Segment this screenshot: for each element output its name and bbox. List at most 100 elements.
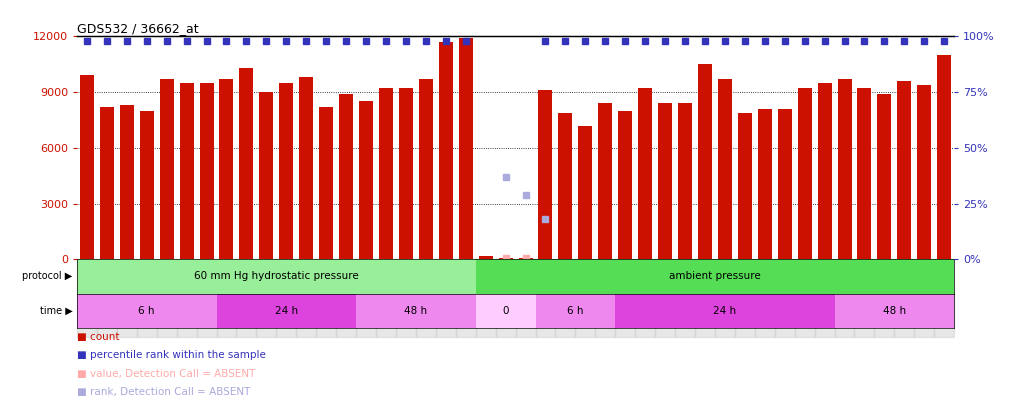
Text: ambient pressure: ambient pressure bbox=[669, 271, 761, 281]
Text: 6 h: 6 h bbox=[567, 306, 584, 316]
Bar bbox=[279, 83, 293, 259]
Text: ■ value, Detection Call = ABSENT: ■ value, Detection Call = ABSENT bbox=[77, 369, 255, 379]
Bar bbox=[695, 259, 715, 337]
Bar bbox=[837, 79, 852, 259]
Text: 24 h: 24 h bbox=[275, 306, 298, 316]
Text: ■ count: ■ count bbox=[77, 332, 119, 342]
Text: 6 h: 6 h bbox=[139, 306, 155, 316]
Bar bbox=[180, 83, 194, 259]
Bar bbox=[376, 259, 396, 337]
Bar bbox=[160, 79, 173, 259]
Bar bbox=[456, 259, 476, 337]
Bar bbox=[518, 258, 532, 259]
Text: 24 h: 24 h bbox=[713, 306, 737, 316]
Bar bbox=[200, 83, 213, 259]
Bar bbox=[834, 294, 954, 328]
Bar bbox=[256, 259, 276, 337]
Bar bbox=[276, 259, 297, 337]
Bar bbox=[479, 256, 492, 259]
Bar bbox=[297, 259, 316, 337]
Bar bbox=[356, 294, 476, 328]
Bar bbox=[698, 64, 712, 259]
Text: protocol ▶: protocol ▶ bbox=[23, 271, 73, 281]
Bar bbox=[77, 259, 476, 294]
Bar bbox=[895, 259, 914, 337]
Bar bbox=[176, 259, 197, 337]
Bar bbox=[300, 77, 313, 259]
Bar bbox=[239, 68, 253, 259]
Bar bbox=[337, 259, 356, 337]
Bar bbox=[738, 113, 752, 259]
Text: time ▶: time ▶ bbox=[40, 306, 73, 316]
Text: ■ rank, Detection Call = ABSENT: ■ rank, Detection Call = ABSENT bbox=[77, 387, 250, 397]
Bar bbox=[436, 259, 456, 337]
Bar bbox=[340, 94, 353, 259]
Bar bbox=[797, 88, 812, 259]
Bar bbox=[935, 259, 954, 337]
Bar bbox=[758, 109, 772, 259]
Text: GDS532 / 36662_at: GDS532 / 36662_at bbox=[77, 22, 199, 35]
Bar bbox=[236, 259, 256, 337]
Bar bbox=[216, 259, 236, 337]
Bar bbox=[775, 259, 795, 337]
Bar bbox=[834, 259, 855, 337]
Bar bbox=[638, 88, 653, 259]
Bar bbox=[157, 259, 176, 337]
Bar bbox=[77, 294, 216, 328]
Bar bbox=[399, 88, 412, 259]
Bar bbox=[379, 88, 393, 259]
Bar bbox=[316, 259, 337, 337]
Bar bbox=[718, 79, 732, 259]
Bar bbox=[439, 42, 452, 259]
Bar bbox=[818, 83, 831, 259]
Bar bbox=[595, 259, 616, 337]
Bar bbox=[675, 259, 695, 337]
Bar bbox=[419, 79, 433, 259]
Text: 0: 0 bbox=[503, 306, 509, 316]
Text: 60 mm Hg hydrostatic pressure: 60 mm Hg hydrostatic pressure bbox=[194, 271, 359, 281]
Bar bbox=[536, 259, 555, 337]
Bar bbox=[658, 103, 672, 259]
Bar bbox=[619, 111, 632, 259]
Bar bbox=[476, 259, 954, 294]
Bar bbox=[558, 113, 573, 259]
Bar bbox=[795, 259, 815, 337]
Bar bbox=[735, 259, 755, 337]
Bar bbox=[396, 259, 416, 337]
Bar bbox=[635, 259, 656, 337]
Bar bbox=[140, 111, 154, 259]
Bar bbox=[216, 294, 356, 328]
Text: 48 h: 48 h bbox=[882, 306, 906, 316]
Bar bbox=[656, 259, 675, 337]
Bar bbox=[855, 259, 874, 337]
Bar bbox=[898, 81, 911, 259]
Bar bbox=[877, 94, 892, 259]
Bar bbox=[476, 294, 536, 328]
Bar bbox=[120, 105, 133, 259]
Bar bbox=[100, 107, 114, 259]
Bar bbox=[197, 259, 216, 337]
Bar bbox=[96, 259, 117, 337]
Bar bbox=[715, 259, 735, 337]
Bar bbox=[678, 103, 692, 259]
Bar bbox=[917, 85, 932, 259]
Bar bbox=[755, 259, 775, 337]
Bar bbox=[220, 79, 234, 259]
Bar bbox=[416, 259, 436, 337]
Bar bbox=[914, 259, 935, 337]
Bar bbox=[598, 103, 613, 259]
Bar bbox=[616, 259, 635, 337]
Bar bbox=[579, 126, 592, 259]
Bar bbox=[260, 92, 273, 259]
Bar bbox=[515, 259, 536, 337]
Bar bbox=[539, 90, 552, 259]
Bar bbox=[359, 101, 373, 259]
Bar bbox=[536, 294, 616, 328]
Bar bbox=[815, 259, 834, 337]
Bar bbox=[576, 259, 595, 337]
Bar bbox=[499, 258, 513, 259]
Bar bbox=[496, 259, 515, 337]
Bar bbox=[778, 109, 792, 259]
Bar bbox=[874, 259, 895, 337]
Bar bbox=[136, 259, 157, 337]
